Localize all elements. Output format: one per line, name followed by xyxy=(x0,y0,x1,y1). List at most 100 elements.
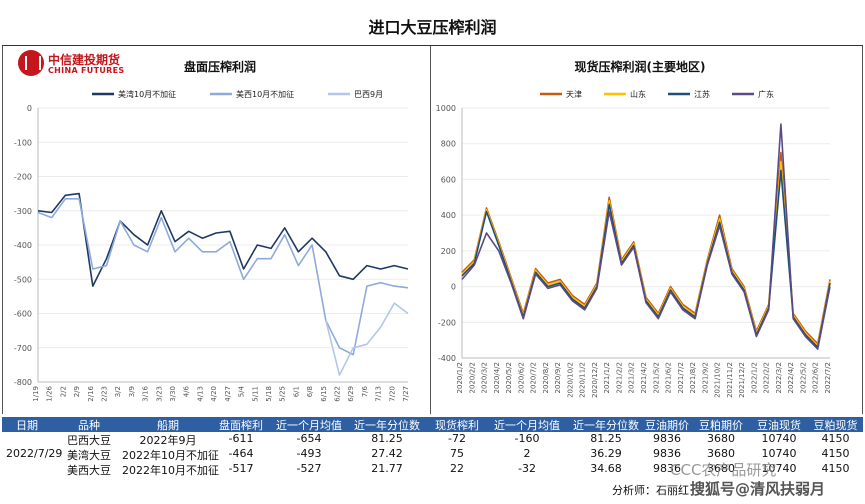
x-tick-label: 2022/2/2 xyxy=(763,362,771,393)
page-title: 进口大豆压榨利润 xyxy=(368,18,497,37)
table-cell: -160 xyxy=(514,432,540,445)
legend-label: 山东 xyxy=(630,89,646,99)
x-tick-label: 2020/3/2 xyxy=(481,362,489,393)
y-tick-label: 800 xyxy=(441,140,456,149)
table-cell: 34.68 xyxy=(590,462,622,475)
table-cell: 27.42 xyxy=(371,447,403,460)
x-tick-label: 6/15 xyxy=(320,386,328,402)
table-row: 美西大豆 2022年10月不加征 -517 -527 21.77 22 -32 34.68 98… xyxy=(2,462,863,477)
x-tick-label: 6/1 xyxy=(292,386,300,397)
x-tick-label: 5/18 xyxy=(265,386,273,402)
y-tick-label: -400 xyxy=(14,241,32,250)
table-cell: 36.29 xyxy=(590,447,622,460)
table-date: 2022/7/29 xyxy=(6,447,63,460)
center-divider xyxy=(430,46,431,414)
x-tick-label: 2020/1/2 xyxy=(456,362,464,393)
x-tick-label: 2/16 xyxy=(87,385,95,401)
x-tick-label: 4/6 xyxy=(183,385,191,397)
x-tick-label: 2022/1/2 xyxy=(750,362,758,393)
table-cell: 9836 xyxy=(653,447,681,460)
x-tick-label: 3/2 xyxy=(114,386,122,397)
y-tick-label: 0 xyxy=(451,283,456,292)
x-tick-label: 2/2 xyxy=(59,386,67,397)
table-cell: -72 xyxy=(448,432,466,445)
x-tick-label: 2022/3/2 xyxy=(775,362,783,393)
table-cell: 22 xyxy=(450,462,464,475)
x-tick-label: 2022/5/2 xyxy=(799,362,807,393)
table-cell: -527 xyxy=(296,462,322,475)
x-tick-label: 2021/6/2 xyxy=(665,362,673,393)
y-tick-label: 1000 xyxy=(436,104,456,113)
table-cell: 2022年10月不加征 xyxy=(122,464,219,477)
x-tick-label: 2020/8/2 xyxy=(542,362,550,393)
x-tick-label: 6/29 xyxy=(347,386,355,402)
x-tick-label: 2020/5/2 xyxy=(505,362,513,393)
table-cell: 10740 xyxy=(761,447,797,460)
table-header-cell: 豆粕期价 xyxy=(699,419,743,432)
logo-en: CHINA FUTURES xyxy=(48,66,125,75)
chart1-title: 盘面压榨利润 xyxy=(183,60,256,74)
x-tick-label: 2020/10/2 xyxy=(566,362,574,398)
table-header-cell: 豆粕现货 xyxy=(813,419,858,432)
table-cell: 3680 xyxy=(707,462,735,475)
table-row: 美湾大豆 2022年10月不加征 -464 -493 27.42 75 2 36.29 9836… xyxy=(2,447,863,462)
x-tick-label: 4/20 xyxy=(210,386,218,402)
x-tick-label: 2021/10/2 xyxy=(714,362,722,398)
table-cell: 2022年9月 xyxy=(139,434,197,447)
x-tick-label: 2020/11/2 xyxy=(579,362,587,398)
series-line-江苏 xyxy=(461,169,831,349)
legend-label: 美西10月不加征 xyxy=(236,89,294,99)
x-tick-label: 2021/7/2 xyxy=(677,362,685,393)
table-cell: 3680 xyxy=(707,432,735,445)
y-tick-label: -200 xyxy=(438,318,456,327)
table-header-cell: 船期 xyxy=(157,419,179,432)
table-cell: -464 xyxy=(228,447,254,460)
y-tick-label: -200 xyxy=(14,173,32,182)
table-cell: 81.25 xyxy=(590,432,622,445)
series-line-美西10月不加征 xyxy=(37,198,409,356)
x-tick-label: 2020/4/2 xyxy=(493,362,501,393)
table-cell: 75 xyxy=(450,447,464,460)
table-header-cell: 近一个月均值 xyxy=(494,419,560,432)
x-tick-label: 3/9 xyxy=(128,386,136,397)
x-tick-label: 2020/6/2 xyxy=(517,362,525,393)
x-tick-label: 2021/2/2 xyxy=(615,362,623,393)
x-tick-label: 2020/12/2 xyxy=(591,362,599,398)
x-tick-label: 2021/1/2 xyxy=(603,362,611,393)
legend-label: 天津 xyxy=(566,89,582,99)
analyst-credit: 分析师：石丽红 xyxy=(612,484,689,497)
x-tick-label: 4/13 xyxy=(196,386,204,402)
table-header-cell: 现货榨利 xyxy=(435,419,479,432)
table-cell: -654 xyxy=(296,432,322,445)
x-tick-label: 3/30 xyxy=(169,386,177,402)
x-tick-label: 2022/4/2 xyxy=(787,362,795,393)
x-tick-label: 7/20 xyxy=(388,386,396,402)
table-header-cell: 近一年分位数 xyxy=(573,419,639,432)
table-cell: 2022年10月不加征 xyxy=(122,449,219,462)
legend-label: 巴西9月 xyxy=(354,90,383,99)
x-tick-label: 1/19 xyxy=(32,386,40,402)
series-line-巴西9月 xyxy=(325,302,409,376)
x-tick-label: 3/23 xyxy=(155,386,163,402)
legend-label: 美湾10月不加征 xyxy=(118,89,176,99)
logo-cn: 中信建投期货 xyxy=(48,53,121,67)
x-tick-label: 2021/5/2 xyxy=(652,362,660,393)
y-tick-label: -700 xyxy=(14,344,32,353)
y-tick-label: -800 xyxy=(14,378,32,387)
table-cell: -32 xyxy=(518,462,536,475)
x-tick-label: 2021/3/2 xyxy=(628,362,636,393)
legend-label: 广东 xyxy=(758,89,774,99)
x-tick-label: 2021/12/2 xyxy=(738,362,746,398)
table-cell: 9836 xyxy=(653,462,681,475)
table-header: 日期 品种 船期 盘面榨利 近一个月均值 近一年分位数 现货榨利 近一个月均值 近一年分位数 豆油… xyxy=(2,417,863,432)
watermark-channel: CCC农产品研究 xyxy=(670,461,777,479)
table-header-cell: 近一个月均值 xyxy=(276,419,342,432)
y-tick-label: -400 xyxy=(438,354,456,363)
table-cell: 10740 xyxy=(761,462,797,475)
table-cell: 4150 xyxy=(821,432,850,445)
left-border xyxy=(2,46,3,414)
x-tick-label: 5/25 xyxy=(279,386,287,402)
table-header-cell: 盘面榨利 xyxy=(219,419,263,432)
x-tick-label: 2021/9/2 xyxy=(701,362,709,393)
table-header-cell: 豆油期价 xyxy=(645,419,689,432)
